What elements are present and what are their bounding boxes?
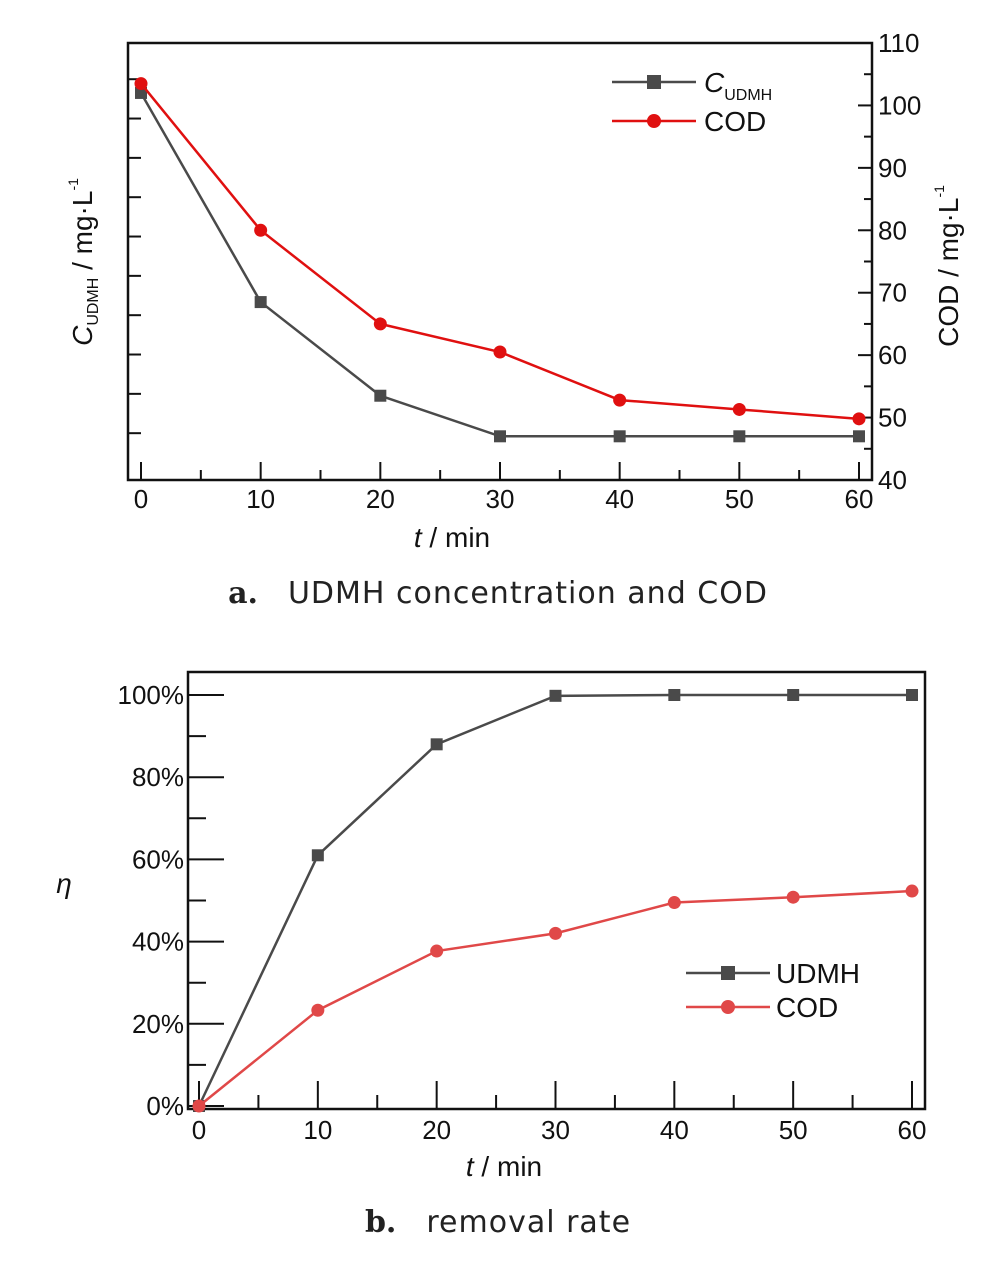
panel-a-right-tick-label: 80 xyxy=(878,215,907,245)
panel-a-chart: 40 50 60 70 80 90 100 110 0 10 20 30 40 50 60 CUDMH /… xyxy=(65,28,964,611)
panel-b-x-axis-title: t / min xyxy=(466,1151,542,1182)
panel-a-right-tick-label: 90 xyxy=(878,153,907,183)
panel-a-caption: a. UDMH concentration and COD xyxy=(228,576,768,611)
panel-a-x-tick-label: 10 xyxy=(246,484,275,514)
panel-a-series-0-point xyxy=(254,296,267,309)
panel-a-series-0-point xyxy=(733,430,746,443)
panel-a-legend-item-cudmh: CUDMH xyxy=(612,67,772,104)
panel-a-right-tick-label: 60 xyxy=(878,340,907,370)
svg-text:COD: COD xyxy=(776,992,838,1023)
svg-text:CUDMH: CUDMH xyxy=(704,67,772,104)
panel-b-series-1-point xyxy=(905,884,919,898)
panel-b-series-1-point xyxy=(192,1099,206,1113)
panel-b-y-tick-label: 0% xyxy=(146,1091,184,1121)
panel-b-x-tick-label: 40 xyxy=(660,1115,689,1145)
panel-b-y-axis-ticks: 0% 20% 40% 60% 80% 100% xyxy=(118,680,224,1121)
panel-a-series-1-point xyxy=(373,317,387,331)
panel-b-y-tick-label: 60% xyxy=(132,844,184,874)
panel-a-x-tick-label: 20 xyxy=(366,484,395,514)
panel-b-x-tick-label: 50 xyxy=(779,1115,808,1145)
panel-a-series-0-point xyxy=(494,430,506,443)
panel-b-series-1-point xyxy=(430,944,444,958)
panel-b-series-1-point xyxy=(311,1003,325,1017)
panel-b-series-0-line xyxy=(197,693,912,1107)
panel-a-y-left-axis-title: CUDMH / mg·L-1 xyxy=(65,178,102,346)
panel-a-right-tick-label: 40 xyxy=(878,465,907,495)
panel-b-series xyxy=(192,689,919,1113)
panel-b-series-1-point xyxy=(786,890,800,904)
panel-a-right-tick-label: 110 xyxy=(878,28,919,58)
panel-b-y-tick-label: 40% xyxy=(132,927,184,957)
svg-text:COD: COD xyxy=(704,106,766,137)
panel-b-y-tick-label: 20% xyxy=(132,1009,184,1039)
panel-b-x-tick-label: 60 xyxy=(898,1115,927,1145)
panel-a-series-1-point xyxy=(613,393,627,407)
panel-a-series-0-point xyxy=(135,86,147,99)
panel-a-series xyxy=(134,77,866,443)
panel-a-series-1-point xyxy=(134,77,148,91)
panel-b-legend-item-cod: COD xyxy=(686,992,838,1023)
panel-b-series-1-point xyxy=(549,926,562,940)
panel-a-series-0-point xyxy=(374,389,387,402)
panel-a-x-axis-title: t / min xyxy=(414,522,490,553)
panel-b-x-tick-label: 0 xyxy=(192,1115,206,1145)
panel-a-right-axis-ticks: 40 50 60 70 80 90 100 110 xyxy=(858,28,921,495)
panel-b-x-tick-label: 10 xyxy=(303,1115,332,1145)
panel-b-y-tick-label: 100% xyxy=(118,680,185,710)
panel-b-y-tick-label: 80% xyxy=(132,762,184,792)
panel-a-series-0-point xyxy=(853,430,865,443)
panel-a-x-tick-label: 30 xyxy=(486,484,515,514)
panel-a-series-0-point xyxy=(613,430,626,443)
panel-b-series-0-point xyxy=(787,689,800,701)
panel-b-x-tick-label: 30 xyxy=(541,1115,570,1145)
panel-a-y-right-axis-title: COD / mg·L-1 xyxy=(931,185,964,347)
panel-b-plot-frame xyxy=(186,670,927,1111)
panel-a-series-1-point xyxy=(493,345,507,359)
panel-b-series-0-point xyxy=(430,738,443,751)
panel-b-chart: 0% 20% 40% 60% 80% 100% 0 10 20 30 40 50 60 η t / m… xyxy=(56,670,927,1240)
panel-a-series-1-point xyxy=(732,402,746,416)
panel-a-right-tick-label: 50 xyxy=(878,403,907,433)
svg-text:UDMH: UDMH xyxy=(776,958,860,989)
panel-b-legend: UDMH COD xyxy=(686,958,860,1023)
panel-a-x-tick-label: 0 xyxy=(134,484,148,514)
panel-b-series-0-point xyxy=(549,689,562,702)
panel-b-legend-item-udmh: UDMH xyxy=(686,958,860,989)
panel-a-legend-item-cod: COD xyxy=(612,106,766,137)
panel-a-right-tick-label: 70 xyxy=(878,278,907,308)
panel-b-x-tick-label: 20 xyxy=(422,1115,451,1145)
panel-b-caption: b. removal rate xyxy=(365,1205,631,1240)
panel-a-x-axis-ticks: 0 10 20 30 40 50 60 xyxy=(134,462,874,514)
panel-a-right-tick-label: 100 xyxy=(878,90,921,120)
panel-b-series-1-point xyxy=(667,896,681,910)
panel-b-series-0-point xyxy=(906,689,918,701)
panel-b-series-0-point xyxy=(311,849,324,862)
panel-a-x-tick-label: 40 xyxy=(605,484,634,514)
panel-a-x-tick-label: 60 xyxy=(845,484,874,514)
panel-a-series-1-point xyxy=(852,412,866,426)
panel-a-legend: CUDMH COD xyxy=(612,67,772,137)
panel-b-x-axis-ticks: 0 10 20 30 40 50 60 xyxy=(192,1081,927,1145)
panel-a-x-tick-label: 50 xyxy=(725,484,754,514)
panel-a-left-axis-ticks xyxy=(128,78,141,435)
panel-b-series-0-point xyxy=(668,689,681,701)
panel-a-series-0-line xyxy=(139,92,859,438)
panel-b-y-axis-title: η xyxy=(56,868,72,899)
panel-a-series-1-point xyxy=(254,223,268,237)
